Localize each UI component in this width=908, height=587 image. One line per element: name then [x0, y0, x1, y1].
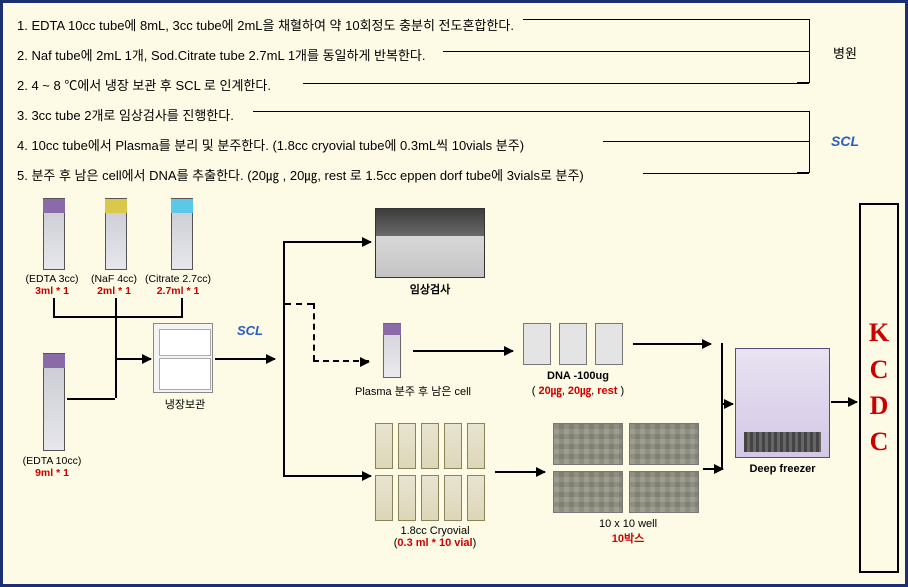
conn-v4	[115, 316, 117, 336]
conn-h1	[53, 316, 183, 318]
step-4: 4. 10cc tube에서 Plasma를 분리 및 분주한다. (1.8cc…	[17, 135, 524, 154]
bracket-hospital	[809, 19, 810, 83]
caption-well: 10 x 10 well 10박스	[573, 518, 683, 546]
dash-v	[313, 303, 315, 361]
bracket-line-5	[603, 141, 809, 142]
arrow-merge	[721, 403, 733, 405]
dna-vial-3	[595, 323, 623, 365]
arrow-well-freezer	[703, 468, 723, 470]
tube-naf	[105, 198, 127, 270]
caption-dna: DNA -100ug ( 20㎍, 20㎍, rest )	[513, 370, 643, 398]
label-citrate: (Citrate 2.7cc) 2.7ml * 1	[143, 273, 213, 297]
kcdc-d: D	[870, 388, 889, 424]
wellplate-3	[553, 471, 623, 513]
scl-small: SCL	[237, 323, 263, 338]
bracket-line-3	[303, 83, 809, 84]
step-2b: 2. 4 ~ 8 ℃에서 냉장 보관 후 SCL 로 인계한다.	[17, 75, 271, 94]
label-hospital: 병원	[833, 43, 857, 62]
step-5: 5. 분주 후 남은 cell에서 DNA를 추출한다. (20㎍ , 20㎍,…	[17, 165, 584, 184]
step-1: 1. EDTA 10cc tube에 8mL, 3cc tube에 2mL을 채…	[17, 15, 514, 34]
bracket-line-6	[643, 173, 809, 174]
dna-det-f: rest	[597, 385, 617, 397]
tube-citrate	[171, 198, 193, 270]
dna-det-a: (	[532, 385, 539, 397]
bracket-line-1	[523, 19, 809, 20]
arrow-cryo-well	[495, 471, 545, 473]
label-edta10-name: (EDTA 10cc)	[23, 455, 82, 467]
dash-h0	[285, 303, 313, 305]
kcdc-k: K	[869, 315, 889, 351]
arrow-freezer-kcdc	[831, 401, 857, 403]
wellplate-4	[629, 471, 699, 513]
bracket-line-4	[253, 111, 809, 112]
wellplate-2	[629, 423, 699, 465]
caption-plasma: Plasma 분주 후 남은 cell	[343, 383, 483, 399]
well-title: 10 x 10 well	[599, 518, 657, 530]
conn-h2	[67, 398, 115, 400]
bracket-line-2	[443, 51, 809, 52]
well-detail: 10박스	[612, 533, 644, 545]
cryo-title: 1.8cc Cryovial	[400, 525, 469, 537]
arrow-to-cryovial	[283, 475, 371, 477]
label-naf: (NaF 4cc) 2ml * 1	[79, 273, 149, 297]
label-naf-qty: 2ml * 1	[97, 285, 131, 297]
label-citrate-qty: 2.7ml * 1	[157, 285, 200, 297]
conn-v1	[53, 298, 55, 316]
arrow-to-fridge	[117, 358, 151, 360]
arrow-dna-freezer	[633, 343, 711, 345]
bracket-scl	[809, 111, 810, 173]
caption-clinical: 임상검사	[395, 281, 465, 297]
cryo-det-b: 0.3 ml * 10 vial	[397, 537, 472, 549]
label-edta3-name: (EDTA 3cc)	[26, 273, 79, 285]
split-vline	[283, 241, 285, 477]
dna-vial-2	[559, 323, 587, 365]
caption-freezer: Deep freezer	[735, 463, 830, 475]
dna-det-b: 20㎍	[539, 385, 562, 397]
dna-title: DNA -100ug	[547, 370, 609, 382]
label-scl-right: SCL	[831, 133, 859, 149]
arrow-from-fridge	[215, 358, 275, 360]
label-edta3: (EDTA 3cc) 3ml * 1	[17, 273, 87, 297]
conn-v5	[115, 336, 117, 398]
merge-vline	[721, 343, 723, 470]
wellplate-1	[553, 423, 623, 465]
freezer-icon	[735, 348, 830, 458]
tube-edta10	[43, 353, 65, 451]
step-3: 3. 3cc tube 2개로 임상검사를 진행한다.	[17, 105, 234, 124]
tube-edta3	[43, 198, 65, 270]
kcdc-box: K C D C	[859, 203, 899, 573]
arrow-plasma-dna	[413, 350, 513, 352]
caption-cryo: 1.8cc Cryovial (0.3 ml * 10 vial)	[365, 525, 505, 549]
dna-det-g: )	[617, 385, 624, 397]
label-naf-name: (NaF 4cc)	[91, 273, 137, 285]
machine-icon	[375, 208, 485, 278]
label-edta10-qty: 9ml * 1	[35, 467, 69, 479]
label-edta10: (EDTA 10cc) 9ml * 1	[17, 455, 87, 479]
kcdc-c2: C	[870, 424, 889, 460]
caption-fridge: 냉장보관	[155, 396, 215, 412]
arrow-to-clinical	[283, 241, 371, 243]
cryo-det-c: )	[473, 537, 477, 549]
conn-v2	[115, 298, 117, 316]
label-edta3-qty: 3ml * 1	[35, 285, 69, 297]
fridge-icon	[153, 323, 213, 393]
dna-vial-1	[523, 323, 551, 365]
conn-v3	[181, 298, 183, 316]
label-citrate-name: (Citrate 2.7cc)	[145, 273, 211, 285]
dna-det-d: 20㎍	[568, 385, 591, 397]
dash-arrow	[313, 360, 369, 362]
step-2: 2. Naf tube에 2mL 1개, Sod.Citrate tube 2.…	[17, 45, 425, 64]
plasma-cell-tube	[383, 323, 401, 378]
kcdc-c1: C	[870, 352, 889, 388]
